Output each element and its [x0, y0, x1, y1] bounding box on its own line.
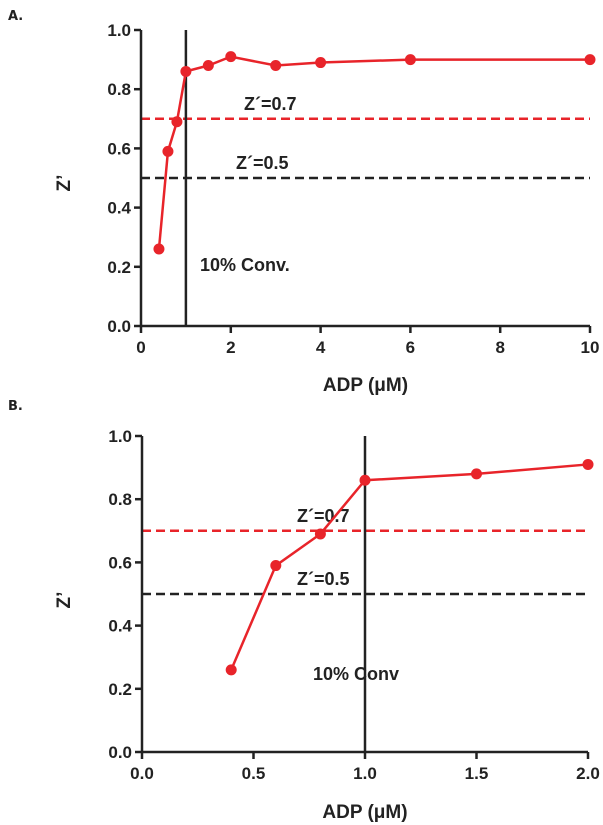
y-axis-label: Z’ — [54, 592, 75, 609]
y-axis-label: Z’ — [54, 175, 75, 192]
data-point — [314, 528, 326, 540]
data-point — [404, 54, 416, 66]
data-point — [225, 51, 237, 63]
y-tick-label: 0.2 — [107, 258, 131, 277]
y-tick-label: 0.8 — [107, 80, 131, 99]
x-tick-label: 2.0 — [576, 764, 600, 783]
x-axis-label: ADP (μM) — [323, 375, 408, 396]
panel-b: B. Z´=0.7 Z´=0.5 10% Conv 0.0 0.2 0.4 0.6 0.8 1.0… — [8, 399, 600, 823]
x-tick-label: 6 — [406, 338, 415, 357]
y-tick-label: 0.0 — [108, 743, 132, 762]
x-tick-label: 8 — [495, 338, 504, 357]
y-tick-label: 0.0 — [107, 317, 131, 336]
x-tick-label: 2 — [226, 338, 235, 357]
panel-label: B. — [8, 399, 23, 414]
y-tick-label: 0.4 — [108, 617, 132, 636]
reference-line-label: Z´=0.7 — [244, 94, 297, 114]
conversion-line-label: 10% Conv. — [200, 255, 290, 275]
x-tick-label: 4 — [316, 338, 326, 357]
data-point — [270, 60, 282, 72]
x-axis-label: ADP (μM) — [322, 802, 407, 823]
x-tick-label: 10 — [581, 338, 600, 357]
data-point — [582, 458, 594, 470]
x-tick-label: 0.0 — [130, 764, 154, 783]
data-point — [270, 560, 282, 572]
reference-line-label: Z´=0.5 — [236, 153, 289, 173]
reference-line-label: Z´=0.5 — [297, 569, 350, 589]
panel-label: A. — [8, 9, 23, 24]
x-tick-label: 0.5 — [242, 764, 266, 783]
conversion-line-label: 10% Conv — [313, 664, 399, 684]
reference-line-label: Z´=0.7 — [297, 506, 350, 526]
y-tick-label: 0.6 — [107, 139, 131, 158]
y-tick-label: 0.2 — [108, 680, 132, 699]
data-point — [153, 243, 165, 255]
y-tick-label: 1.0 — [108, 427, 132, 446]
x-tick-label: 0 — [136, 338, 145, 357]
data-point — [180, 65, 192, 77]
x-tick-label: 1.5 — [465, 764, 489, 783]
data-point — [471, 468, 482, 480]
y-tick-label: 0.8 — [108, 490, 132, 509]
panel-a: A. Z´=0.7 Z´=0.5 10% Conv. 0.0 0.2 0.4 0.6 0.8 1.… — [8, 9, 599, 396]
y-tick-label: 0.4 — [107, 199, 131, 218]
data-point — [162, 145, 174, 157]
y-tick-label: 1.0 — [107, 21, 131, 40]
data-point — [315, 57, 327, 69]
data-point — [225, 664, 237, 676]
series-line — [157, 55, 590, 250]
y-tick-label: 0.6 — [108, 553, 132, 572]
data-point — [359, 474, 371, 486]
x-tick-label: 1.0 — [353, 764, 377, 783]
data-point — [584, 54, 596, 66]
series-line — [230, 463, 589, 671]
data-point — [171, 116, 183, 128]
data-point — [202, 60, 214, 72]
